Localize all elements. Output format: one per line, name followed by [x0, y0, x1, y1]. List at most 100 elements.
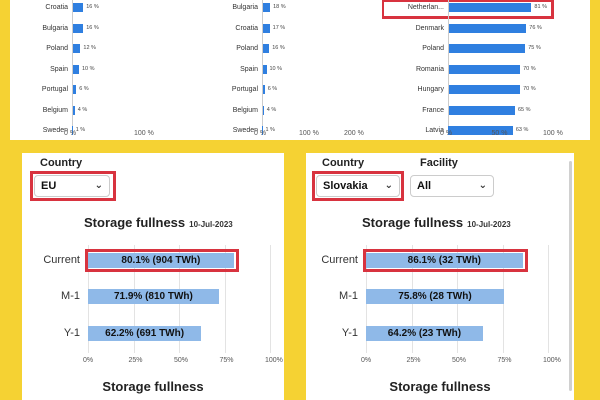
storage-bar: 75.8% (28 TWh): [366, 289, 504, 304]
axis-tick-label: 0%: [361, 357, 372, 364]
axis-tick-label: 0 %: [440, 130, 453, 137]
bar-label: Hungary: [417, 86, 444, 93]
bar-value-label: 17 %: [272, 24, 286, 31]
axis-tick-label: 0 %: [64, 130, 77, 137]
bar-value-label: 1 %: [265, 127, 275, 133]
bar-label: Poland: [46, 45, 68, 52]
row-label: Y-1: [63, 327, 80, 339]
bar-value-label: 81 %: [534, 4, 547, 10]
row-label: M-1: [61, 290, 80, 302]
bar-row: Hungary: [382, 82, 444, 97]
axis-tick-label: 100%: [265, 357, 283, 364]
bar-value-label: 10 %: [82, 65, 95, 72]
country-highlight-box: [312, 171, 404, 201]
bar-label: Belgium: [232, 106, 258, 114]
storage-bar: 86.1% (32 TWh): [366, 253, 523, 268]
bar: [72, 64, 79, 74]
bar-row: Poland: [10, 41, 68, 56]
eu-storage-panel: Country EU ⌄ Storage fullness 10-Jul-2023…: [22, 153, 284, 400]
bar-row: Croatia: [196, 21, 258, 36]
bar-value-label: 4 %: [266, 106, 277, 113]
country-select-value: Slovakia: [323, 180, 368, 192]
bar: [262, 3, 271, 12]
bar: [262, 64, 267, 74]
bar: [448, 105, 515, 115]
bar: [72, 126, 73, 135]
bar-row: Portugal: [10, 82, 68, 97]
facility-select[interactable]: All ⌄: [410, 175, 494, 197]
bar-label: Portugal: [41, 86, 68, 93]
bar-row: Belgium: [10, 103, 68, 118]
bar-row: Sweden: [10, 123, 68, 138]
bar: [448, 126, 513, 135]
country-select-value: EU: [41, 180, 57, 192]
storage-date: 10-Jul-2023: [189, 220, 233, 229]
bar-label: Bulgaria: [42, 24, 68, 32]
bar-label: Poland: [422, 45, 444, 52]
row-label: Current: [321, 254, 358, 266]
current-row-highlight-box: [363, 249, 528, 272]
top-right-chart-panel: Netherlan... 81 % Denmark 76 % Poland 75 % Rom…: [382, 0, 590, 140]
current-row-highlight-box: [85, 249, 239, 272]
bar-value-label: 76 %: [529, 24, 542, 31]
top-left-chart-panel: Croatia 16 % Bulgaria 16 % Poland 12 % Spain 10…: [10, 0, 196, 140]
bar: [448, 23, 527, 33]
chevron-down-icon: ⌄: [384, 180, 393, 191]
bar: [72, 44, 81, 53]
row-label: Current: [43, 254, 80, 266]
bar-value-label: 6 %: [267, 86, 278, 92]
bar-label: Bulgaria: [232, 4, 258, 11]
country-select[interactable]: EU ⌄: [34, 175, 110, 197]
bar-value-label: 10 %: [269, 65, 283, 72]
row-label: Y-1: [341, 327, 358, 339]
axis-line: [262, 0, 263, 126]
grid-line: [270, 245, 271, 353]
storage-bar: 64.2% (23 TWh): [366, 326, 483, 341]
bar-row: Poland: [382, 41, 444, 56]
chevron-down-icon: ⌄: [478, 180, 487, 191]
chevron-down-icon: ⌄: [94, 180, 103, 191]
bar: [448, 85, 521, 94]
bar-row: Spain: [10, 62, 68, 77]
bar-label: Sweden: [42, 127, 68, 134]
country-label: Country: [40, 157, 83, 169]
bar-row: Netherlan...: [382, 0, 444, 15]
bar-row: Poland: [196, 41, 258, 56]
axis-line: [448, 0, 449, 126]
storage-fullness-footer: Storage fullness: [389, 379, 491, 394]
country-select[interactable]: Slovakia ⌄: [316, 175, 400, 197]
bar-value-label: 18 %: [273, 4, 286, 10]
storage-fullness-title: Storage fullness 10-Jul-2023: [84, 215, 233, 230]
bar-label: Denmark: [415, 24, 444, 32]
bar-row: Croatia: [10, 0, 68, 15]
bar-row: Bulgaria: [10, 21, 68, 36]
storage-bar: 62.2% (691 TWh): [88, 326, 202, 341]
storage-fullness-title: Storage fullness 10-Jul-2023: [362, 215, 511, 230]
bar-row: Denmark: [382, 21, 444, 36]
bar-value-label: 65 %: [517, 106, 531, 113]
axis-tick-label: 100 %: [299, 130, 319, 137]
bar-label: Portugal: [231, 86, 258, 93]
scrollbar[interactable]: [569, 161, 572, 391]
storage-bar: 80.1% (904 TWh): [88, 253, 234, 268]
bar-label: Spain: [50, 65, 68, 73]
bar: [72, 3, 84, 12]
country-label: Country: [322, 157, 365, 169]
bar-row: Spain: [196, 62, 258, 77]
axis-tick-label: 50%: [174, 357, 189, 364]
bar-label: Poland: [236, 45, 258, 52]
storage-date: 10-Jul-2023: [467, 220, 511, 229]
axis-tick-label: 100 %: [134, 130, 154, 137]
bar: [448, 3, 532, 12]
row-label: M-1: [339, 290, 358, 302]
bar-row: Romania: [382, 62, 444, 77]
facility-label: Facility: [420, 157, 458, 169]
axis-tick-label: 25%: [128, 357, 143, 364]
slovakia-storage-panel: Country Slovakia ⌄ Facility All ⌄ Storag…: [306, 153, 574, 400]
facility-select-value: All: [417, 180, 432, 192]
bar-label: Croatia: [235, 24, 258, 32]
grid-line: [224, 245, 226, 353]
country-highlight-box: [30, 171, 116, 201]
bar: [262, 23, 270, 33]
axis-tick-label: 0%: [83, 357, 94, 364]
